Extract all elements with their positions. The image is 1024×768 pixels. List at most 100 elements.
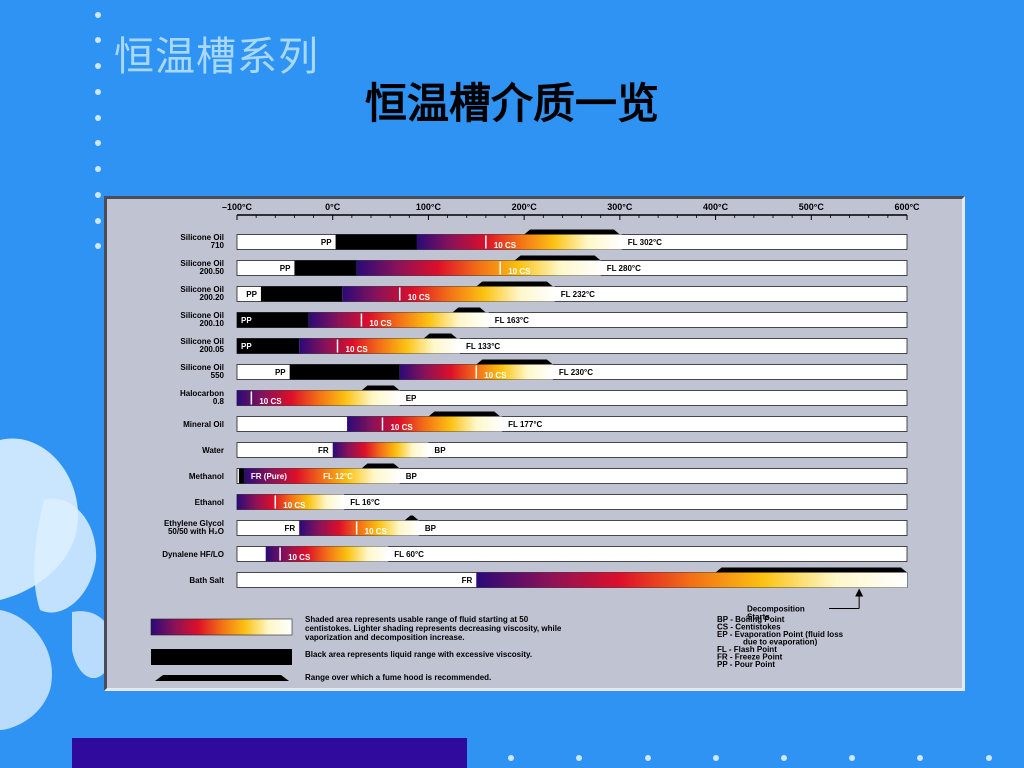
- x-tick-label: 200°C: [512, 202, 538, 212]
- legend-gradient-text: vaporization and decomposition increase.: [305, 633, 465, 642]
- end-point-label: EP: [406, 394, 417, 403]
- legend-abbreviation: EP - Evaporation Point (fluid loss: [717, 630, 844, 639]
- end-point-label: FL 133°C: [466, 342, 500, 351]
- fluid-range-chart: –100°C 0°C 100°C 200°C 300°C 400°C 500°C 600°C S…: [150, 202, 920, 682]
- legend-gradient-text: centistokes. Lighter shading represents …: [305, 624, 562, 633]
- end-point-label: BP: [434, 446, 446, 455]
- x-tick-label: 300°C: [607, 202, 633, 212]
- globe-decoration: [0, 438, 114, 730]
- legend-black-swatch: [151, 649, 292, 665]
- decorative-dot-row: [508, 755, 992, 761]
- viscous-range-bar: [237, 338, 300, 354]
- viscous-range-bar: [238, 468, 245, 484]
- fume-hood-marker: [514, 255, 601, 261]
- x-tick-label: 0°C: [325, 202, 341, 212]
- annotation-label: Starts: [747, 613, 770, 622]
- fluid-name: Silicone Oil: [180, 285, 224, 294]
- low-point-label: FR: [462, 576, 473, 585]
- viscosity-label: 10 CS: [390, 423, 413, 432]
- x-tick-label: 600°C: [894, 202, 920, 212]
- viscosity-label: 10 CS: [494, 241, 517, 250]
- low-point-label: PP: [275, 368, 286, 377]
- fluid-name: Water: [202, 446, 224, 455]
- usable-range-bar: [299, 338, 461, 354]
- x-tick-label: 400°C: [703, 202, 729, 212]
- range-frame: [236, 546, 908, 562]
- fluid-name: Mineral Oil: [183, 420, 224, 429]
- usable-range-bar: [347, 416, 503, 432]
- usable-range-bar: [356, 260, 601, 276]
- viscosity-label: 10 CS: [508, 267, 531, 276]
- legend-hood-text: Range over which a fume hood is recommen…: [305, 673, 491, 682]
- usable-range-bar: [332, 442, 429, 458]
- viscosity-label: 10 CS: [283, 501, 306, 510]
- x-tick-label: 100°C: [416, 202, 442, 212]
- fume-hood-marker: [452, 307, 486, 313]
- fluid-name: Methanol: [189, 472, 224, 481]
- viscous-range-bar: [237, 312, 309, 328]
- fume-hood-marker: [524, 229, 620, 235]
- fluid-name: Dynalene HF/LO: [162, 550, 224, 559]
- low-point-label: PP: [321, 238, 332, 247]
- viscous-range-bar: [335, 234, 417, 250]
- fume-hood-marker: [423, 333, 458, 339]
- legend-gradient-text: Shaded area represents usable range of f…: [305, 615, 529, 624]
- annotation-label: Decomposition: [747, 605, 805, 614]
- end-point-label: FL 280°C: [607, 264, 641, 273]
- low-point-label: FR (Pure): [251, 472, 287, 481]
- low-point-label: PP: [246, 290, 257, 299]
- fluid-name: Silicone Oil: [180, 259, 224, 268]
- low-point-label: FR: [285, 524, 296, 533]
- fluid-name: Silicone Oil: [180, 233, 224, 242]
- fluid-grade: 200.10: [200, 319, 225, 328]
- usable-range-bar: [265, 546, 389, 562]
- fume-hood-marker: [476, 281, 553, 287]
- viscous-range-bar: [260, 286, 343, 302]
- usable-range-bar: [237, 494, 345, 510]
- viscosity-label: FL 12°C: [323, 472, 353, 481]
- fluid-grade: 200.20: [200, 293, 225, 302]
- legend-black-text: Black area represents liquid range with …: [305, 650, 532, 659]
- viscosity-label: 10 CS: [484, 371, 507, 380]
- fluid-grade: 200.05: [200, 345, 225, 354]
- annotation-arrow: [855, 588, 864, 597]
- range-frame: [236, 468, 908, 484]
- fume-hood-marker: [404, 515, 419, 521]
- usable-range-bar: [416, 234, 622, 250]
- legend-abbreviation: CS - Centistokes: [717, 623, 781, 632]
- fluid-name: Silicone Oil: [180, 311, 224, 320]
- fluid-grade: 550: [211, 371, 225, 380]
- legend-gradient-swatch: [150, 618, 293, 636]
- fume-hood-marker: [476, 359, 553, 365]
- end-point-label: BP: [425, 524, 437, 533]
- usable-range-bar: [244, 468, 400, 484]
- end-point-label: FL 60°C: [394, 550, 424, 559]
- fluid-name: Ethylene Glycol: [164, 519, 224, 528]
- fume-hood-marker: [428, 411, 501, 417]
- usable-range-bar: [299, 520, 419, 536]
- viscosity-label: 10 CS: [365, 527, 388, 536]
- bottom-color-band: [72, 738, 467, 768]
- end-point-label: FL 230°C: [559, 368, 593, 377]
- legend-abbreviation: BP - Boiling Point: [717, 615, 785, 624]
- fluid-name: Ethanol: [195, 498, 224, 507]
- usable-range-bar: [237, 390, 400, 406]
- chart-panel: –100°C 0°C 100°C 200°C 300°C 400°C 500°C 600°C S…: [104, 196, 965, 691]
- viscosity-label: 10 CS: [369, 319, 392, 328]
- end-point-label: FL 177°C: [508, 420, 542, 429]
- end-point-label: FL 232°C: [561, 290, 595, 299]
- legend-hood-swatch: [155, 675, 289, 681]
- legend-abbreviation: FL - Flash Point: [717, 645, 777, 654]
- usable-range-bar: [308, 312, 489, 328]
- fluid-name: Silicone Oil: [180, 363, 224, 372]
- fluid-grade: 50/50 with H₂O: [168, 527, 224, 536]
- low-point-label: PP: [241, 342, 252, 351]
- viscosity-label: 10 CS: [288, 553, 311, 562]
- viscous-range-bar: [294, 260, 357, 276]
- fluid-grade: 0.8: [213, 397, 225, 406]
- legend-abbreviation: due to evaporation): [743, 638, 818, 647]
- x-tick-label: 500°C: [799, 202, 825, 212]
- low-point-label: PP: [241, 316, 252, 325]
- low-point-label: PP: [280, 264, 291, 273]
